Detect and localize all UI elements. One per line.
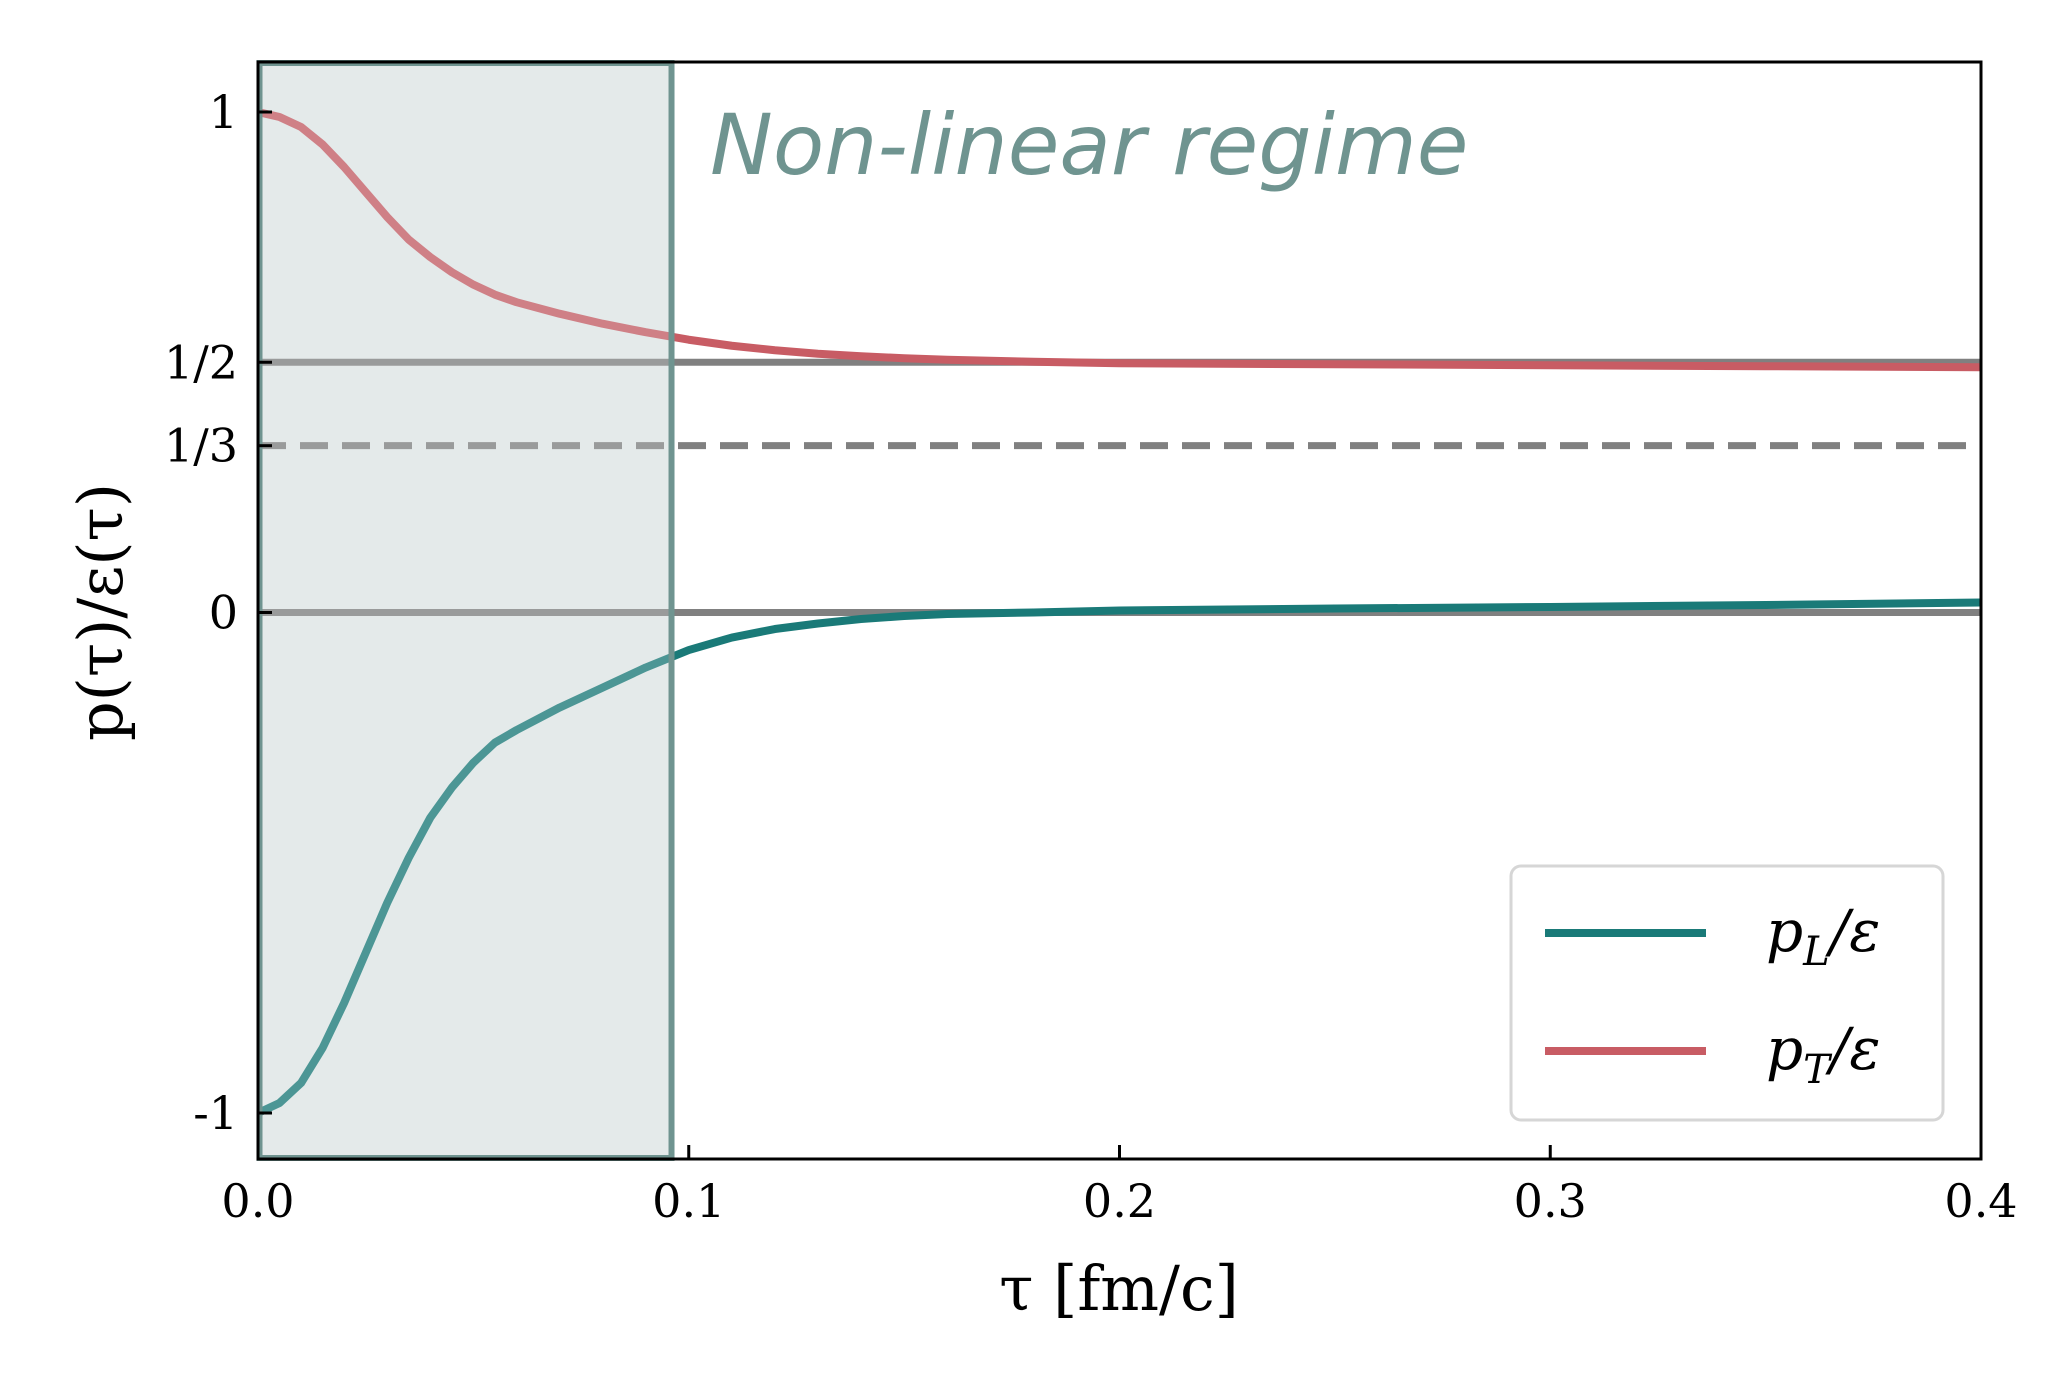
y-axis-label: p(τ)/ε(τ) (64, 483, 137, 741)
y-tick-label-3: 1/2 (164, 335, 238, 389)
legend-label-0: pL/ε (1766, 897, 1880, 975)
x-tick-label-0: 0.0 (221, 1174, 294, 1228)
region-label: Non-linear regime (710, 96, 1468, 194)
y-tick-label-2: 1/3 (164, 419, 238, 473)
y-tick-label-1: 0 (209, 586, 238, 640)
legend-label-1: pT/ε (1766, 1015, 1881, 1093)
x-axis-label: τ [fm/c] (999, 1252, 1239, 1325)
legend-entries: pL/ε pT/ε (1545, 897, 1881, 1093)
x-tick-label-1: 0.1 (652, 1174, 725, 1228)
y-tick-label-4: 1 (209, 85, 238, 139)
shaded-region-edge-group (256, 60, 675, 1161)
x-tick-label-3: 0.3 (1514, 1174, 1587, 1228)
x-axis-ticks: 0.0 0.1 0.2 0.3 0.4 (221, 1145, 2018, 1228)
y-tick-label-0: -1 (193, 1086, 238, 1140)
x-tick-label-4: 0.4 (1944, 1174, 2017, 1228)
shaded-region-overlay (259, 62, 672, 1159)
series-line-pl (258, 598, 1981, 1117)
legend: pL/ε pT/ε (1509, 864, 1945, 1122)
y-axis-ticks: -1 0 1/3 1/2 1 (164, 85, 272, 1140)
series-line-pt (258, 108, 1981, 372)
x-tick-label-2: 0.2 (1083, 1174, 1156, 1228)
series-group (258, 108, 1981, 1117)
